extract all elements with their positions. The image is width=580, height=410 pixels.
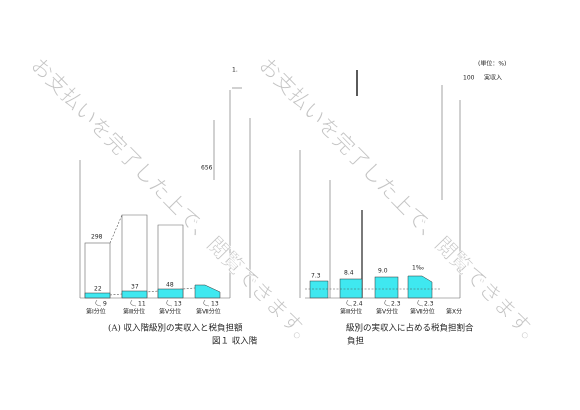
value-label: 2.4 <box>353 301 363 308</box>
ratio-bar <box>339 278 363 299</box>
legend-label: 実収入 <box>484 74 502 82</box>
value-label: 48 <box>166 282 174 289</box>
ratio-bar <box>407 275 433 299</box>
category-label: 第Ⅰ分位 <box>86 308 106 316</box>
category-label: 第Ⅲ分位 <box>340 308 362 316</box>
legend-value: 100 <box>463 75 475 82</box>
figure-title: 図１ 収入階 <box>212 336 258 347</box>
value-label: 13 <box>211 301 219 308</box>
category-label: 第Ⅴ分位 <box>159 308 181 316</box>
value-label: 2.3 <box>391 301 401 308</box>
value-label: 13 <box>174 301 182 308</box>
value-label: 1‰ <box>412 265 424 272</box>
left-chart: 1. 656 298 22 37 48 9 11 13 13 第Ⅰ分位 第Ⅲ分位… <box>79 67 251 334</box>
value-label: 7.3 <box>311 273 321 280</box>
arrows <box>346 299 424 307</box>
category-label: 第Ⅲ分位 <box>123 308 145 316</box>
ratio-bar <box>374 276 399 299</box>
unit-label: (単位：%) <box>478 60 506 68</box>
value-label: 9.0 <box>378 268 388 275</box>
value-label: 8.4 <box>344 270 354 277</box>
arrows <box>95 299 210 307</box>
category-label: 第Ⅶ分位 <box>196 308 221 316</box>
connector <box>109 214 123 244</box>
value-label: 656 <box>201 165 213 172</box>
value-label: 9 <box>103 301 107 308</box>
value-label: 1. <box>232 67 238 74</box>
caption: 級別の実収入に占める税負担割合 <box>346 323 474 334</box>
right-chart: (単位：%) 100 実収入 7.3 8.4 9.0 1‰ 2.4 2.3 2.… <box>299 60 506 347</box>
tax-bar <box>84 292 111 299</box>
category-label: 第Ⅶ分位 <box>410 308 435 316</box>
tax-bar <box>157 288 184 299</box>
value-label: 11 <box>138 301 146 308</box>
caption: 負担 <box>347 336 365 347</box>
bar-outline <box>121 214 148 298</box>
category-label: 第Ⅴ分位 <box>376 308 398 316</box>
tax-bar <box>121 290 148 299</box>
ratio-bar <box>309 280 329 299</box>
value-label: 22 <box>94 286 102 293</box>
category-label: 第Ⅹ分 <box>446 308 462 316</box>
value-label: 298 <box>91 234 103 241</box>
value-label: 37 <box>131 284 139 291</box>
value-label: 2.3 <box>424 301 434 308</box>
tax-bar <box>194 284 221 299</box>
caption: (A) 収入階級別の実収入と税負担額 <box>108 323 243 334</box>
bar-outline <box>157 224 184 298</box>
